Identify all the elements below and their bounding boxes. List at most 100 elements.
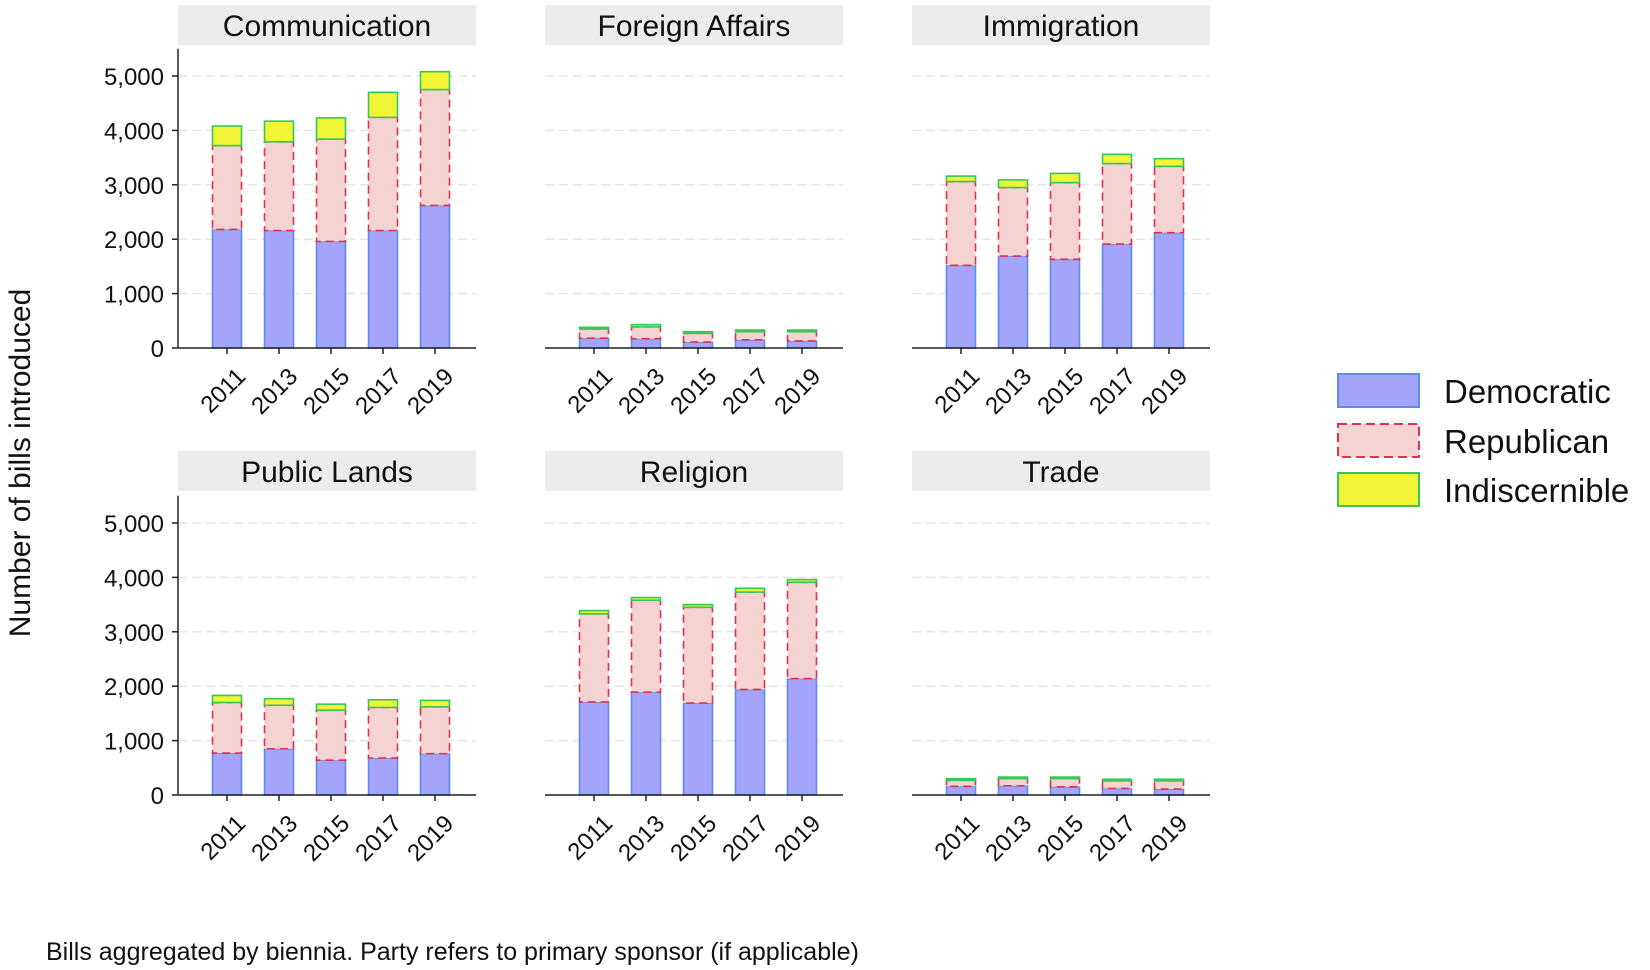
bar-democratic-2017	[367, 229, 399, 349]
bar-democratic-2019	[419, 752, 451, 796]
x-tick-label: 2019	[769, 810, 826, 867]
y-tick-label: 5,000	[104, 64, 164, 91]
bar-democratic-2017	[367, 757, 399, 796]
bar-democratic-2013	[630, 691, 662, 796]
bar-democratic-2019	[1153, 231, 1185, 349]
x-tick-label: 2015	[665, 363, 722, 420]
x-tick-label: 2019	[402, 363, 459, 420]
bar-indiscernible-2019	[786, 578, 818, 584]
bar-democratic-2011	[945, 785, 977, 796]
x-tick-label: 2017	[717, 810, 774, 867]
bar-indiscernible-2019	[1153, 157, 1185, 168]
bar-indiscernible-2017	[1101, 778, 1133, 782]
panel-title: Communication	[223, 10, 431, 43]
panel-title: Foreign Affairs	[598, 10, 791, 43]
y-tick-label: 0	[151, 783, 164, 810]
y-tick-label: 4,000	[104, 565, 164, 592]
panel-communication: Communication 0 1,000 2,000 3,000 4,000 5,000 2…	[104, 5, 476, 420]
x-tick-label: 2011	[563, 363, 619, 419]
legend-swatch-democratic	[1337, 373, 1420, 408]
bar-indiscernible-2013	[630, 596, 662, 602]
bar-indiscernible-2015	[315, 703, 347, 711]
y-tick-label: 3,000	[104, 620, 164, 647]
bar-indiscernible-2017	[367, 91, 399, 119]
bar-republican-2013	[263, 141, 295, 232]
bar-indiscernible-2013	[263, 697, 295, 707]
bar-democratic-2011	[211, 752, 243, 796]
legend-swatch-indiscernible	[1337, 472, 1420, 507]
panel-title: Immigration	[983, 10, 1140, 43]
bar-indiscernible-2017	[734, 587, 766, 593]
panel-title: Religion	[640, 456, 748, 489]
bar-indiscernible-2017	[1101, 153, 1133, 165]
bar-republican-2017	[1101, 780, 1133, 790]
x-tick-label: 2017	[350, 810, 407, 867]
panel-strip	[178, 5, 476, 45]
bar-democratic-2017	[1101, 787, 1133, 796]
bar-democratic-2015	[315, 240, 347, 349]
x-tick-label: 2015	[298, 363, 355, 420]
bar-republican-2019	[786, 581, 818, 680]
y-tick-label: 4,000	[104, 118, 164, 145]
bar-indiscernible-2015	[1049, 172, 1081, 184]
bar-indiscernible-2019	[419, 70, 451, 91]
bar-democratic-2015	[315, 759, 347, 796]
caption: Bills aggregated by biennia. Party refer…	[46, 938, 859, 966]
bar-republican-2013	[997, 777, 1029, 787]
x-tick-label: 2013	[980, 363, 1037, 420]
bar-republican-2011	[211, 144, 243, 231]
x-tick-label: 2013	[613, 363, 670, 420]
bar-democratic-2019	[786, 340, 818, 349]
bar-republican-2017	[734, 330, 766, 341]
bar-republican-2015	[315, 709, 347, 761]
y-tick-label: 1,000	[104, 282, 164, 309]
bar-indiscernible-2013	[263, 120, 295, 143]
panel-strip	[545, 451, 843, 491]
bar-indiscernible-2017	[734, 329, 766, 333]
x-tick-label: 2011	[930, 810, 986, 866]
bar-indiscernible-2013	[997, 776, 1029, 780]
bar-republican-2019	[786, 330, 818, 342]
bar-democratic-2015	[682, 341, 714, 349]
bar-republican-2017	[734, 591, 766, 691]
bar-indiscernible-2017	[367, 698, 399, 709]
bar-democratic-2017	[1101, 243, 1133, 349]
bar-republican-2017	[1101, 162, 1133, 245]
y-tick-label: 2,000	[104, 674, 164, 701]
legend: Democratic Republican Indiscernible	[1337, 373, 1629, 509]
bar-republican-2017	[367, 706, 399, 759]
bar-indiscernible-2015	[682, 603, 714, 609]
bar-democratic-2013	[997, 784, 1029, 796]
x-tick-label: 2015	[1032, 810, 1089, 867]
bar-democratic-2017	[734, 339, 766, 349]
x-tick-label: 2013	[246, 810, 303, 867]
bar-republican-2011	[945, 180, 977, 267]
panel-strip	[912, 5, 1210, 45]
panels: Communication 0 1,000 2,000 3,000 4,000 5,000 2…	[104, 5, 1210, 867]
bar-republican-2011	[211, 701, 243, 754]
y-tick-label: 0	[151, 336, 164, 363]
bar-indiscernible-2019	[419, 699, 451, 708]
x-tick-label: 2019	[1136, 810, 1193, 867]
bar-democratic-2013	[630, 337, 662, 349]
bar-indiscernible-2011	[211, 125, 243, 147]
bar-republican-2011	[578, 328, 610, 340]
bar-indiscernible-2019	[786, 329, 818, 333]
bar-democratic-2019	[1153, 788, 1185, 796]
bar-democratic-2013	[997, 255, 1029, 349]
bar-indiscernible-2011	[211, 694, 243, 704]
y-tick-label: 3,000	[104, 173, 164, 200]
x-tick-label: 2015	[298, 810, 355, 867]
bar-indiscernible-2019	[1153, 778, 1185, 782]
legend-swatch-republican	[1337, 423, 1420, 458]
x-tick-label: 2011	[196, 810, 252, 866]
bar-republican-2013	[263, 704, 295, 750]
bar-republican-2013	[630, 325, 662, 340]
panel-title: Public Lands	[241, 456, 413, 489]
bar-indiscernible-2011	[945, 777, 977, 782]
bar-republican-2019	[1153, 165, 1185, 234]
y-tick-label: 5,000	[104, 511, 164, 538]
bar-republican-2013	[997, 186, 1029, 257]
